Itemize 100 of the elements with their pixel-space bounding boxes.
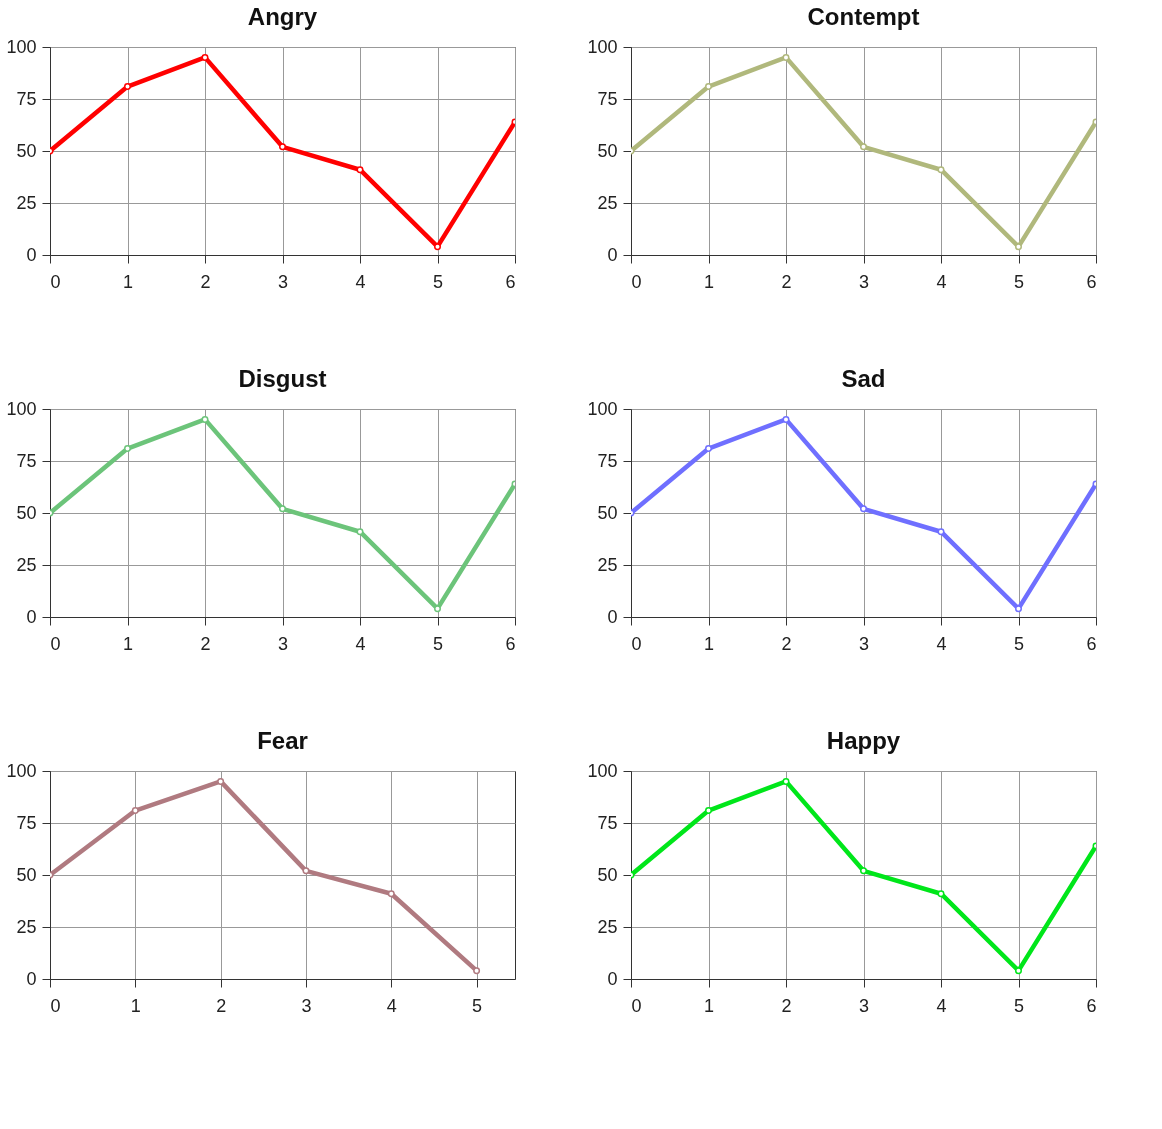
y-tick-label: 0 (26, 244, 37, 265)
y-tick-label: 50 (597, 140, 618, 161)
chart-title: Sad (841, 365, 886, 392)
x-tick-label: 4 (355, 633, 366, 654)
y-tick-label: 100 (587, 398, 618, 419)
x-tick-label: 4 (386, 995, 397, 1016)
x-tick-label: 2 (216, 995, 227, 1016)
point (937, 166, 945, 174)
point (937, 528, 945, 536)
x-tick-label: 4 (936, 995, 947, 1016)
y-tick-label: 75 (16, 812, 37, 833)
x-tick-label: 1 (703, 633, 715, 654)
x-tick-label: 6 (1086, 271, 1097, 292)
point (1015, 243, 1022, 251)
point (279, 143, 286, 151)
y-tick-label: 25 (597, 192, 618, 213)
x-tick-label: 3 (858, 271, 870, 292)
x-tick-label: 6 (505, 633, 516, 654)
x-tick-label: 5 (432, 271, 444, 292)
chart-title: Fear (257, 727, 308, 754)
y-tick-label: 25 (16, 916, 37, 937)
x-tick-label: 6 (1086, 995, 1097, 1016)
x-tick-label: 3 (277, 271, 289, 292)
x-tick-label: 4 (936, 271, 947, 292)
x-tick-label: 0 (631, 271, 642, 292)
x-tick-label: 6 (505, 271, 516, 292)
x-tick-label: 0 (631, 995, 642, 1016)
x-tick-label: 4 (355, 271, 366, 292)
chart-title: Angry (247, 3, 318, 30)
x-tick-label: 5 (1013, 995, 1025, 1016)
point (705, 445, 712, 452)
y-tick-label: 50 (597, 502, 618, 523)
y-tick-label: 50 (16, 502, 37, 523)
y-tick-label: 50 (597, 864, 618, 885)
chart-title: Disgust (238, 365, 327, 392)
x-tick-label: 5 (1013, 633, 1025, 654)
y-tick-label: 0 (26, 606, 37, 627)
point (131, 807, 139, 814)
point (434, 605, 441, 613)
point (1015, 967, 1022, 975)
point (782, 53, 790, 61)
point (705, 807, 712, 814)
y-tick-label: 75 (597, 88, 618, 109)
point (201, 53, 209, 61)
x-tick-label: 1 (122, 633, 134, 654)
x-tick-label: 0 (50, 995, 61, 1016)
y-tick-label: 50 (16, 140, 37, 161)
y-tick-label: 100 (587, 760, 618, 781)
x-tick-label: 5 (472, 995, 483, 1016)
x-tick-label: 3 (301, 995, 312, 1016)
point (302, 867, 310, 875)
y-tick-label: 0 (26, 968, 37, 989)
x-tick-label: 2 (781, 271, 792, 292)
point (860, 505, 867, 513)
x-tick-label: 1 (130, 995, 141, 1016)
x-tick-label: 6 (1086, 633, 1097, 654)
x-tick-label: 5 (1013, 271, 1025, 292)
point (473, 967, 481, 975)
x-tick-label: 0 (631, 633, 642, 654)
y-tick-label: 75 (16, 450, 37, 471)
x-tick-label: 1 (703, 271, 715, 292)
chart-title: Contempt (807, 3, 920, 30)
point (937, 890, 945, 898)
point (201, 415, 209, 423)
point (279, 505, 286, 513)
x-tick-label: 2 (781, 633, 792, 654)
point (782, 777, 790, 785)
y-tick-label: 100 (587, 36, 618, 57)
x-tick-label: 1 (122, 271, 134, 292)
y-tick-label: 75 (16, 88, 37, 109)
point (782, 415, 790, 423)
point (860, 867, 867, 875)
x-tick-label: 5 (432, 633, 444, 654)
point (434, 243, 441, 251)
y-tick-label: 25 (16, 192, 37, 213)
y-tick-label: 100 (6, 36, 37, 57)
point (356, 528, 364, 536)
y-tick-label: 0 (607, 244, 618, 265)
x-tick-label: 2 (781, 995, 792, 1016)
x-tick-label: 2 (200, 633, 211, 654)
x-tick-label: 4 (936, 633, 947, 654)
y-tick-label: 0 (607, 968, 618, 989)
y-tick-label: 75 (597, 450, 618, 471)
point (124, 445, 131, 452)
point (705, 83, 712, 90)
x-tick-label: 1 (703, 995, 715, 1016)
y-tick-label: 100 (6, 760, 37, 781)
y-tick-label: 25 (597, 554, 618, 575)
x-tick-label: 2 (200, 271, 211, 292)
y-tick-label: 50 (16, 864, 37, 885)
y-tick-label: 0 (607, 606, 618, 627)
y-tick-label: 75 (597, 812, 618, 833)
point (860, 143, 867, 151)
point (387, 890, 395, 898)
point (1015, 605, 1022, 613)
y-tick-label: 100 (6, 398, 37, 419)
x-tick-label: 0 (50, 271, 61, 292)
point (217, 777, 225, 785)
chart-title: Happy (826, 727, 901, 754)
point (124, 83, 131, 90)
